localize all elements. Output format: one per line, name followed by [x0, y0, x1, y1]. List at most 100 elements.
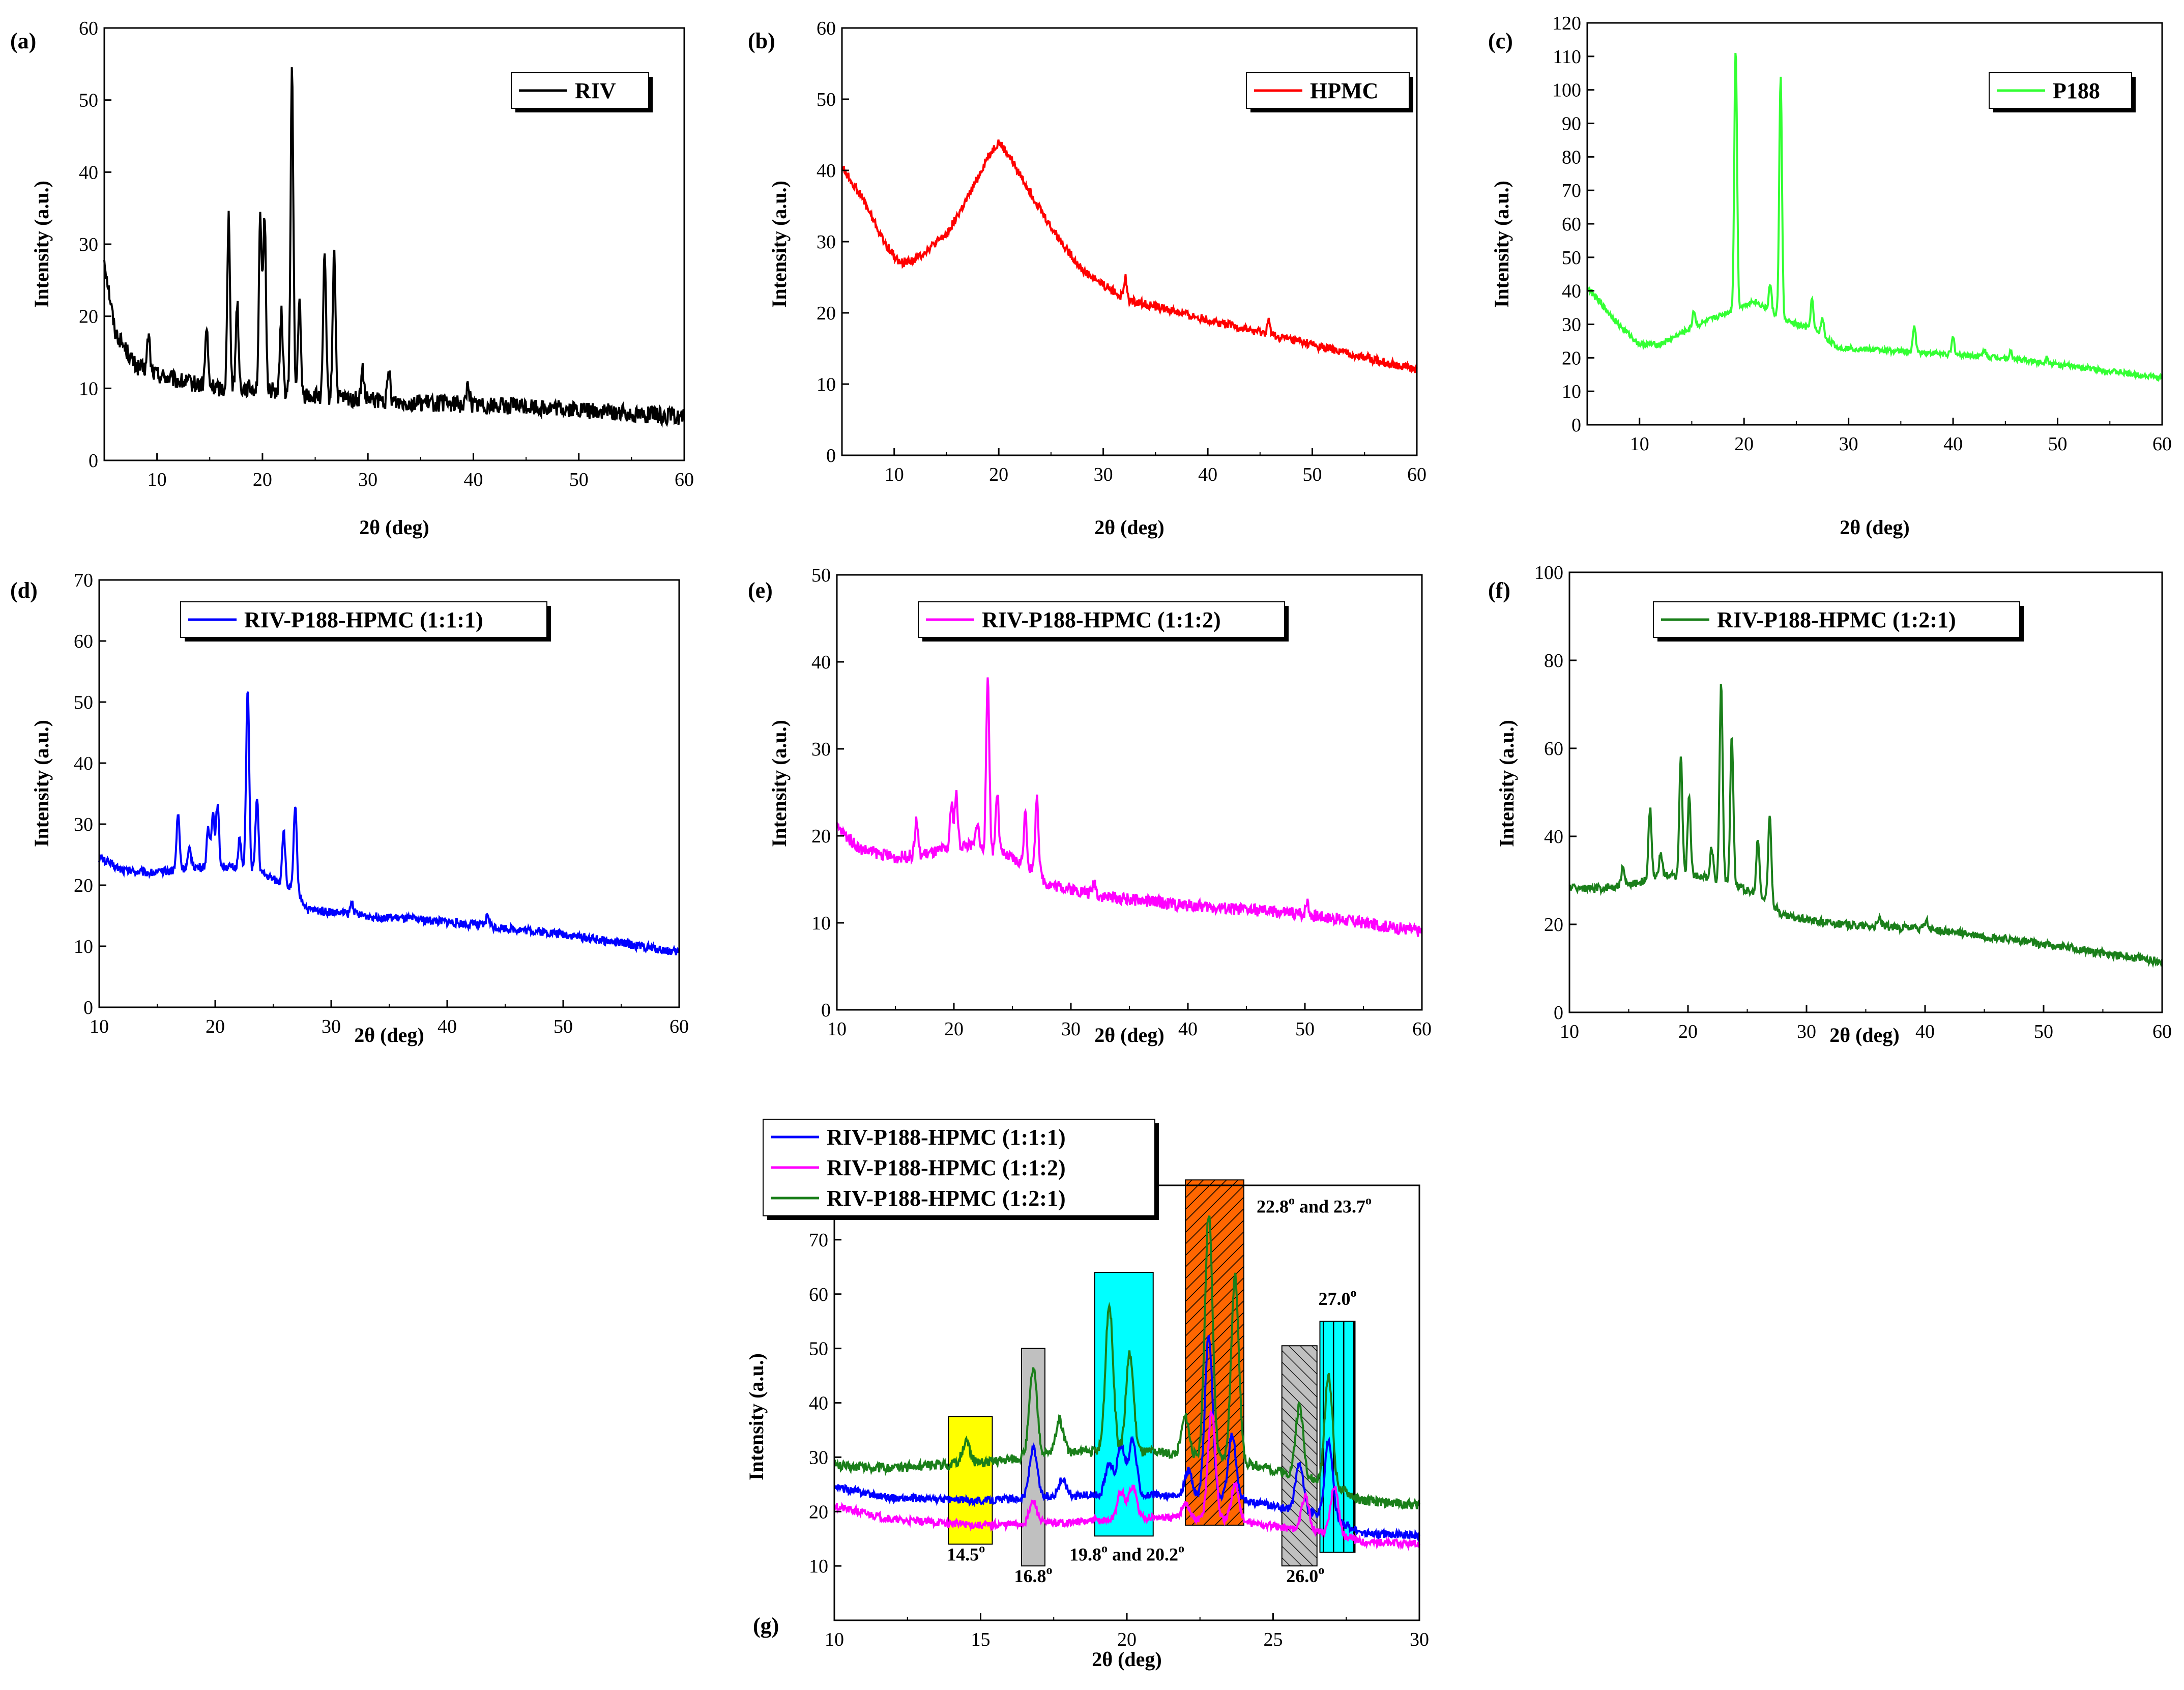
- legend-entry: RIV-P188-HPMC (1:1:2): [982, 607, 1221, 632]
- series-line-g-1: [834, 1409, 1420, 1552]
- y-tick-label: 50: [79, 90, 98, 111]
- x-tick-label: 10: [885, 464, 904, 485]
- x-tick-label: 50: [1295, 1018, 1315, 1040]
- x-tick-label: 30: [1410, 1629, 1429, 1650]
- y-tick-label: 110: [1553, 46, 1581, 68]
- y-axis-label: Intensity (a.u.): [1490, 181, 1513, 308]
- legend-entry: RIV-P188-HPMC (1:2:1): [1717, 607, 1956, 632]
- y-tick-label: 20: [74, 875, 93, 896]
- x-tick-label: 60: [1407, 464, 1426, 485]
- x-axis-label: 2θ (deg): [1840, 516, 1910, 539]
- y-axis-label: Intensity (a.u.): [768, 181, 791, 308]
- y-tick-label: 70: [809, 1230, 828, 1251]
- x-tick-label: 30: [1839, 433, 1858, 455]
- chart-panel-c: 10 20 30 40 50 60 0 10 20 30 40 50 60 70 80 90 100 110 120…: [1488, 13, 2172, 539]
- plot-frame-d: [98, 579, 680, 1008]
- series-line-b-0: [841, 139, 1418, 374]
- y-axis-label: Intensity (a.u.): [30, 181, 53, 308]
- series-line-c-0: [1586, 52, 2163, 383]
- y-tick-label: 40: [74, 753, 93, 774]
- x-axis-label: 2θ (deg): [359, 516, 429, 539]
- legend-box: [763, 1119, 1155, 1216]
- x-tick-label: 20: [944, 1018, 964, 1040]
- y-tick-label: 20: [817, 303, 836, 324]
- x-tick-label: 10: [825, 1629, 844, 1650]
- y-axis-label: Intensity (a.u.): [1495, 720, 1518, 847]
- y-tick-label: 0: [1554, 1002, 1563, 1024]
- y-tick-label: 30: [809, 1447, 828, 1468]
- legend-entry: RIV-P188-HPMC (1:1:1): [244, 607, 483, 632]
- x-tick-label: 30: [358, 469, 377, 490]
- x-tick-label: 40: [1178, 1018, 1198, 1040]
- series-line-e-0: [836, 677, 1422, 937]
- y-tick-label: 60: [1544, 738, 1563, 760]
- peak-annotation: 19.8o and 20.2o: [1069, 1542, 1184, 1564]
- y-tick-label: 80: [1544, 650, 1563, 672]
- highlight-box-1: [1021, 1348, 1045, 1567]
- y-tick-label: 20: [811, 826, 831, 847]
- x-tick-label: 60: [1412, 1018, 1432, 1040]
- series-line-g-0: [833, 1335, 1420, 1543]
- y-tick-label: 0: [83, 997, 93, 1018]
- panel-label-d: (d): [10, 578, 38, 603]
- y-tick-label: 30: [1562, 314, 1581, 336]
- y-tick-label: 10: [817, 374, 836, 395]
- y-tick-label: 30: [817, 231, 836, 253]
- y-tick-label: 20: [1544, 914, 1563, 936]
- y-tick-label: 40: [1562, 281, 1581, 302]
- x-tick-label: 60: [2152, 433, 2172, 455]
- y-tick-label: 40: [79, 162, 98, 183]
- y-tick-label: 30: [79, 234, 98, 255]
- x-tick-label: 10: [1560, 1021, 1579, 1042]
- x-tick-label: 50: [2048, 433, 2067, 455]
- y-tick-label: 70: [74, 570, 93, 591]
- y-axis-label: Intensity (a.u.): [745, 1353, 768, 1480]
- x-axis-label: 2θ (deg): [1092, 1648, 1162, 1671]
- y-tick-label: 60: [79, 18, 98, 39]
- legend-entry: RIV: [575, 78, 616, 103]
- y-tick-label: 10: [1562, 381, 1581, 402]
- series-line-g-2: [834, 1215, 1420, 1510]
- x-tick-label: 40: [1943, 433, 1963, 455]
- legend-entry: RIV-P188-HPMC (1:1:1): [827, 1125, 1066, 1150]
- chart-panel-b: 10 20 30 40 50 60 0 10 20 30 40 50 60 2θ (deg) Intensi…: [748, 18, 1426, 539]
- x-tick-label: 20: [253, 469, 272, 490]
- y-tick-label: 20: [1562, 347, 1581, 369]
- x-tick-label: 10: [148, 469, 167, 490]
- peak-annotation: 26.0o: [1286, 1564, 1324, 1586]
- x-tick-label: 30: [1094, 464, 1113, 485]
- y-tick-label: 20: [809, 1501, 828, 1523]
- peak-annotation: 22.8o and 23.7o: [1257, 1194, 1372, 1216]
- y-tick-label: 80: [1562, 147, 1581, 168]
- series-line-a-0: [103, 67, 685, 428]
- panel-label-b: (b): [748, 28, 775, 53]
- x-axis-label: 2θ (deg): [1829, 1024, 1900, 1046]
- y-tick-label: 30: [811, 739, 831, 760]
- peak-annotation: 14.5o: [947, 1542, 985, 1564]
- legend-box: [1653, 601, 2020, 638]
- x-tick-label: 50: [554, 1016, 573, 1037]
- x-tick-label: 10: [1630, 433, 1649, 455]
- y-tick-label: 60: [809, 1284, 828, 1305]
- legend-entry: RIV-P188-HPMC (1:2:1): [827, 1186, 1066, 1211]
- y-tick-label: 0: [826, 445, 836, 467]
- chart-panel-f: 10 20 30 40 50 60 0 20 40 60 80 100 2θ (deg) Intensit…: [1488, 562, 2172, 1046]
- y-tick-label: 50: [74, 692, 93, 713]
- x-tick-label: 30: [1061, 1018, 1081, 1040]
- x-tick-label: 25: [1264, 1629, 1283, 1650]
- panel-label-g: (g): [753, 1613, 779, 1638]
- x-tick-label: 40: [463, 469, 483, 490]
- y-tick-label: 10: [809, 1556, 828, 1577]
- y-tick-label: 0: [1571, 415, 1581, 436]
- x-tick-label: 60: [675, 469, 694, 490]
- x-tick-label: 20: [1678, 1021, 1698, 1042]
- x-tick-label: 50: [1303, 464, 1322, 485]
- chart-panel-g: 10 15 20 25 30 10 20 30 40 50 60 70 2θ (deg) Intensit…: [745, 1119, 1429, 1671]
- y-tick-label: 60: [1562, 214, 1581, 235]
- legend-entry: P188: [2053, 78, 2100, 103]
- x-tick-label: 50: [569, 469, 589, 490]
- y-tick-label: 40: [817, 160, 836, 182]
- x-tick-label: 30: [1797, 1021, 1816, 1042]
- y-tick-label: 100: [1534, 562, 1563, 584]
